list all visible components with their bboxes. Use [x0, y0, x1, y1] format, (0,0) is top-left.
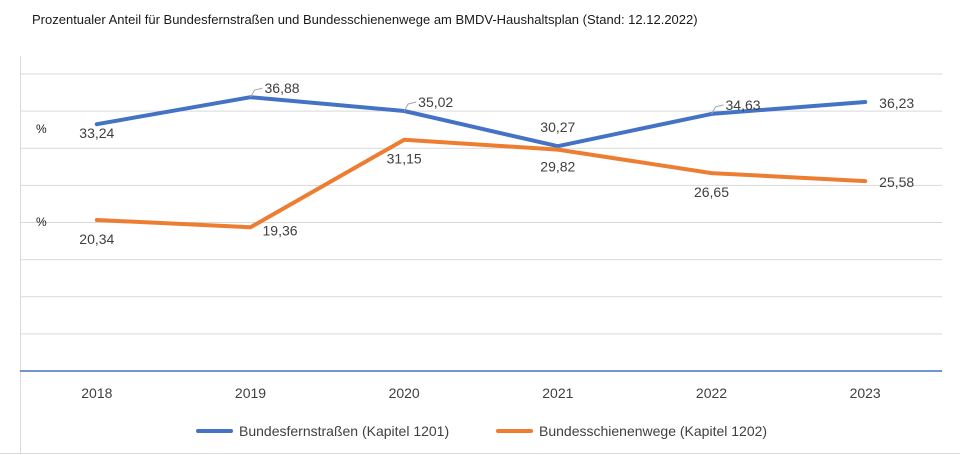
legend-swatch-blue: [196, 429, 233, 433]
series-lines: [94, 95, 868, 230]
data-label: 19,36: [263, 222, 298, 238]
legend-item-bundesfernstrassen: Bundesfernstraßen (Kapitel 1201): [196, 423, 449, 439]
frame-bottom-border: [0, 453, 960, 454]
x-tick-label: 2021: [542, 385, 573, 401]
x-tick-label: 2018: [81, 385, 112, 401]
data-label: 35,02: [418, 94, 453, 110]
data-label: 29,82: [540, 159, 575, 175]
data-label: 25,58: [879, 174, 914, 190]
legend-label: Bundesfernstraßen (Kapitel 1201): [239, 423, 450, 439]
leader-line: [403, 101, 417, 112]
y-unit-label: %: [36, 215, 47, 229]
legend-swatch-orange: [496, 429, 533, 433]
x-axis-ticks: 2018 2019 2020 2021 2022 2023: [81, 385, 881, 401]
leader-line: [250, 87, 263, 98]
data-label: 31,15: [387, 151, 422, 167]
x-tick-label: 2019: [235, 385, 266, 401]
legend: Bundesfernstraßen (Kapitel 1201) Bundess…: [0, 423, 960, 443]
series-line-bundesfernstrassen: [94, 95, 868, 149]
legend-label: Bundesschienenwege (Kapitel 1202): [539, 423, 768, 439]
frame-left-border: [20, 56, 21, 454]
data-label: 36,88: [265, 80, 300, 96]
data-labels: 33,24 36,88 35,02 30,27 34,63 36,23 20,34 19,36…: [79, 80, 914, 247]
chart-title: Prozentualer Anteil für Bundesfernstraße…: [32, 12, 698, 27]
leader-line: [711, 104, 724, 115]
data-label: 36,23: [879, 95, 914, 111]
data-label: 30,27: [540, 119, 575, 135]
data-label: 34,63: [726, 97, 761, 113]
data-label: 26,65: [694, 184, 729, 200]
y-unit-labels: %%: [36, 122, 47, 229]
x-tick-label: 2022: [696, 385, 727, 401]
x-tick-label: 2023: [850, 385, 881, 401]
gridlines: [20, 73, 942, 372]
series-line-bundesschienenwege: [94, 137, 868, 230]
data-label: 20,34: [79, 231, 114, 247]
leader-lines: [250, 87, 724, 115]
y-unit-label: %: [36, 122, 47, 136]
x-tick-label: 2020: [389, 385, 420, 401]
data-label: 33,24: [79, 125, 114, 141]
legend-item-bundesschienenwege: Bundesschienenwege (Kapitel 1202): [496, 423, 767, 439]
